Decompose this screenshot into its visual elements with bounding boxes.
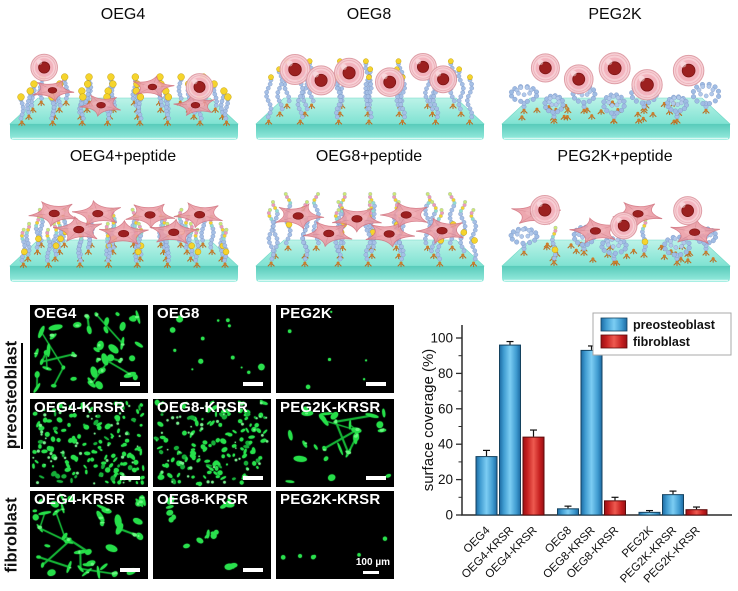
micrograph-panel: OEG4-KRSR bbox=[30, 399, 148, 487]
illustration-title: PEG2K bbox=[588, 6, 642, 23]
svg-text:0: 0 bbox=[445, 508, 453, 523]
svg-text:fibroblast: fibroblast bbox=[633, 335, 691, 349]
micrograph-label: OEG8 bbox=[157, 305, 200, 322]
scale-bar bbox=[243, 567, 263, 572]
illustration-title: OEG8+peptide bbox=[315, 148, 423, 165]
microscopy-section: preosteoblast fibroblast OEG4 OEG8 PEG2K… bbox=[0, 295, 420, 591]
scale-bar bbox=[243, 381, 263, 386]
micrograph-label: OEG4-KRSR bbox=[34, 399, 125, 416]
micrograph-image bbox=[30, 491, 148, 579]
micrograph-image bbox=[276, 399, 394, 487]
micrograph-label: PEG2K bbox=[280, 305, 332, 322]
illustration-render bbox=[9, 53, 239, 140]
micrograph-panel: PEG2K-KRSR 100 µm bbox=[276, 491, 394, 579]
micrograph-image bbox=[30, 399, 148, 487]
micrograph-panel: OEG8-KRSR bbox=[153, 399, 271, 487]
scale-bar bbox=[363, 570, 379, 574]
scale-bar bbox=[366, 381, 386, 386]
micrograph-panel: OEG8-KRSR bbox=[153, 491, 271, 579]
micrograph-panel: PEG2K-KRSR bbox=[276, 399, 394, 487]
illustration-title: OEG4+peptide bbox=[69, 148, 177, 165]
illustration-render bbox=[255, 53, 485, 140]
micrograph-panel: OEG4 bbox=[30, 305, 148, 393]
svg-text:80: 80 bbox=[438, 366, 453, 381]
row-group-label-fibroblast: fibroblast bbox=[2, 497, 21, 573]
scale-bar-text: 100 µm bbox=[355, 557, 390, 568]
micrograph-panel: PEG2K bbox=[276, 305, 394, 393]
illustration-render bbox=[501, 52, 731, 140]
micrograph-image bbox=[276, 305, 394, 393]
svg-text:100: 100 bbox=[430, 331, 453, 346]
micrograph-label: OEG4-KRSR bbox=[34, 491, 125, 508]
scale-bar bbox=[366, 475, 386, 480]
svg-text:surface coverage (%): surface coverage (%) bbox=[420, 349, 437, 492]
micrograph-image bbox=[153, 305, 271, 393]
illustration-title: OEG8 bbox=[346, 6, 392, 23]
micrograph-image bbox=[30, 305, 148, 393]
scale-bar bbox=[243, 475, 263, 480]
micrograph-label: PEG2K-KRSR bbox=[280, 491, 381, 508]
micrograph-label: OEG8-KRSR bbox=[157, 399, 248, 416]
illustration-render bbox=[9, 199, 239, 282]
illustration-render bbox=[501, 195, 731, 282]
micrograph-label: PEG2K-KRSR bbox=[280, 399, 381, 416]
bar-chart: 0 20 40 60 80 100 surface coverage (%) OEG4 OEG4… bbox=[420, 295, 738, 591]
illustration-title: OEG4 bbox=[100, 6, 146, 23]
svg-text:20: 20 bbox=[438, 472, 453, 487]
preosteoblast-bracket bbox=[21, 343, 24, 449]
micrograph-image bbox=[153, 491, 271, 579]
illustration-render bbox=[255, 192, 485, 282]
svg-text:60: 60 bbox=[438, 401, 453, 416]
scale-bar bbox=[120, 475, 140, 480]
micrograph-panel: OEG8 bbox=[153, 305, 271, 393]
svg-text:40: 40 bbox=[438, 437, 453, 452]
micrograph-label: OEG4 bbox=[34, 305, 77, 322]
svg-text:preosteoblast: preosteoblast bbox=[633, 318, 716, 332]
row-group-label-preosteoblast: preosteoblast bbox=[2, 340, 21, 450]
micrograph-panel: OEG4-KRSR bbox=[30, 491, 148, 579]
scale-bar bbox=[120, 567, 140, 572]
micrograph-image bbox=[153, 399, 271, 487]
illustration-title: PEG2K+peptide bbox=[557, 148, 673, 165]
scale-bar bbox=[120, 381, 140, 386]
micrograph-label: OEG8-KRSR bbox=[157, 491, 248, 508]
micrograph-image bbox=[276, 491, 394, 579]
